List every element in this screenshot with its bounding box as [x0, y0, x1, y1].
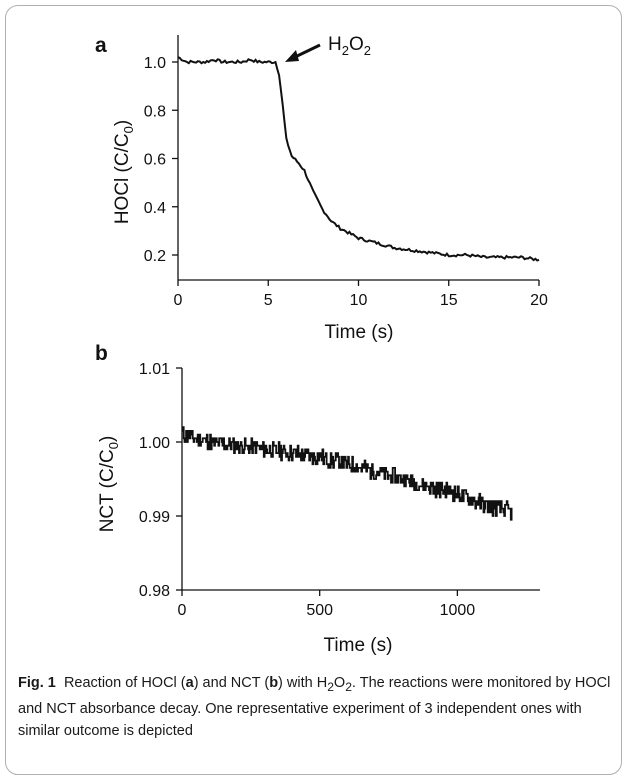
panel-b-y-tick-label: 1.01	[139, 361, 170, 378]
caption-bold-a: a	[185, 675, 194, 691]
panel-b-y-tick-label: 1.00	[139, 435, 170, 452]
panel-b-x-tick-label: 0	[178, 602, 187, 619]
panel-b-x-tick-label: 500	[306, 602, 333, 619]
panel-label-a: a	[95, 34, 107, 57]
caption-text-5: . The reactions were monitored by HOCl a…	[18, 675, 611, 739]
panel-a-ylabel: HOCl (C/C0)	[112, 120, 136, 224]
caption-bold-b: b	[269, 675, 279, 691]
annotation-arrow	[285, 43, 321, 62]
panel-b-series-line	[181, 426, 513, 521]
panel-a-axes	[177, 35, 539, 281]
panel-a-annotation: H2O2	[328, 34, 371, 58]
panel-a: a 0.2 0.4 0.6 0.8 1.0 0 5 10 15 20 HOCl (C/C0) T…	[95, 34, 548, 343]
panel-label-b: b	[95, 342, 108, 365]
panel-a-x-tick-label: 15	[440, 292, 458, 309]
panel-b-xlabel: Time (s)	[324, 635, 393, 656]
panel-a-y-tick-label: 0.8	[144, 103, 166, 120]
caption-text-1: Reaction of HOCl (	[63, 675, 186, 691]
panel-a-x-tick-label: 10	[350, 292, 368, 309]
panel-a-x-tick-label: 0	[174, 292, 183, 309]
panel-b: b 0.98 0.99 1.00 1.01 0 500 1000 NCT (C/C0) T…	[95, 342, 540, 656]
panel-b-y-ticks: 0.98 0.99 1.00 1.01	[139, 361, 182, 600]
panel-a-y-tick-label: 0.2	[144, 248, 166, 265]
panel-b-y-tick-label: 0.98	[139, 583, 170, 600]
panel-a-y-tick-label: 1.0	[144, 55, 166, 72]
caption-text-2: ) and NCT (	[193, 675, 270, 691]
panel-a-y-ticks: 0.2 0.4 0.6 0.8 1.0	[144, 55, 178, 265]
panel-a-x-tick-label: 20	[530, 292, 548, 309]
panel-b-y-tick-label: 0.99	[139, 509, 170, 526]
panel-b-axes	[181, 368, 540, 591]
panel-a-y-tick-label: 0.4	[144, 200, 166, 217]
figure-svg: a 0.2 0.4 0.6 0.8 1.0 0 5 10 15 20 HOCl (C/C0) T…	[95, 34, 548, 656]
panel-a-x-ticks: 0 5 10 15 20	[174, 280, 548, 309]
panel-b-x-tick-label: 1000	[440, 602, 476, 619]
panel-a-y-tick-label: 0.6	[144, 152, 166, 169]
figure-caption: Fig. 1 Reaction of HOCl (a) and NCT (b) …	[18, 672, 612, 742]
panel-b-ylabel: NCT (C/C0)	[97, 436, 121, 533]
caption-text-4: O	[333, 675, 346, 691]
panel-a-xlabel: Time (s)	[325, 322, 394, 343]
caption-sub-2b: 2	[345, 679, 352, 694]
caption-text-3: ) with H	[278, 675, 328, 691]
panel-b-x-ticks: 0 500 1000	[178, 590, 476, 619]
caption-sub-2a: 2	[327, 679, 334, 694]
panel-a-series-line	[177, 56, 540, 262]
caption-figure-label: Fig. 1	[18, 675, 56, 691]
panel-a-x-tick-label: 5	[264, 292, 273, 309]
figure-frame	[5, 5, 622, 775]
